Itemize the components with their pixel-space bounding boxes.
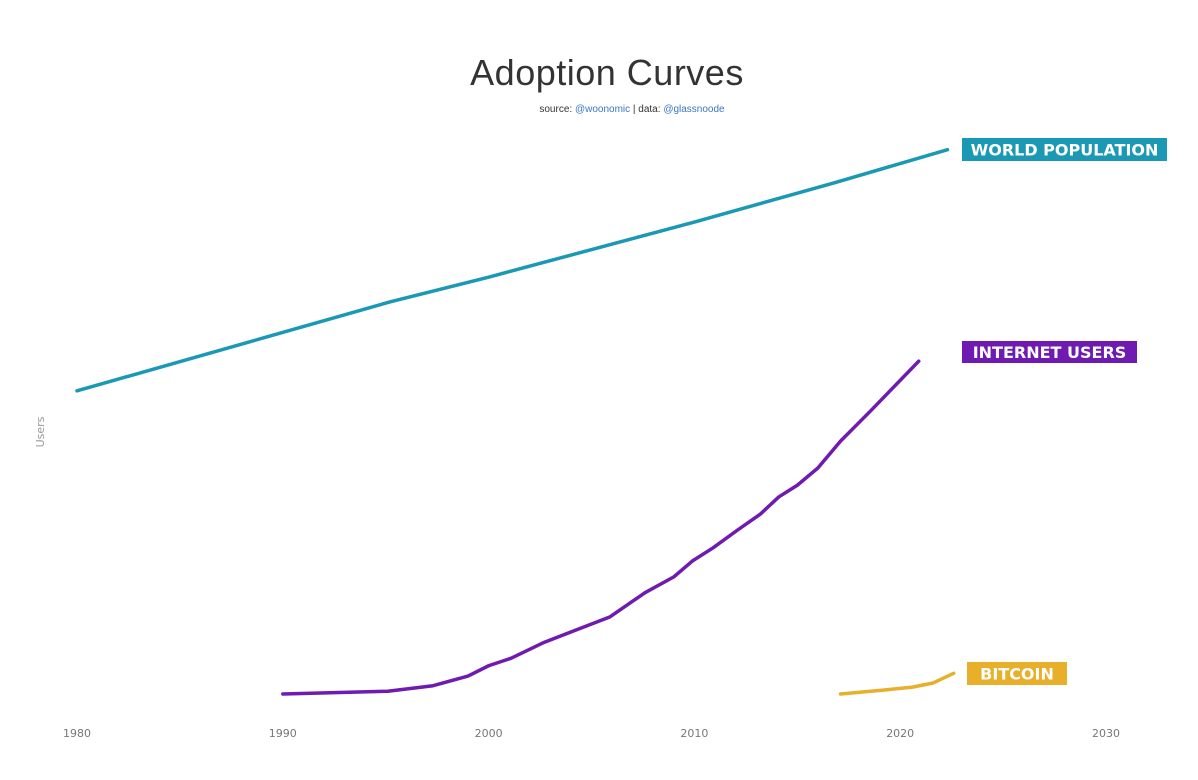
subtitle-separator: | data: [630,104,664,115]
data-link[interactable]: @glassnoode [663,104,725,115]
y-axis-label: Users [34,416,47,447]
source-link[interactable]: @woonomic [574,104,631,115]
series-label: BITCOIN [980,665,1054,684]
series-label: INTERNET USERS [973,343,1127,362]
x-tick-label: 1980 [63,727,91,740]
x-tick-label: 1990 [269,727,297,740]
subtitle-prefix: source: [539,104,575,115]
chart-title: Adoption Curves [470,52,744,93]
series-label: WORLD POPULATION [971,141,1159,160]
series-line-world-population [75,147,950,393]
x-tick-label: 2030 [1092,727,1120,740]
x-tick-label: 2000 [475,727,503,740]
series-line-internet-users [281,359,921,696]
chart-subtitle: source: @woonomic | data: @glassnoode [0,104,1198,115]
series-label-box [962,138,1167,161]
series-labels: WORLD POPULATION INTERNET USERS BITCOIN [962,138,1167,685]
x-axis: 1980 1990 2000 2010 2020 2030 [63,727,1120,740]
series-line-bitcoin [838,671,956,696]
series-lines [75,147,956,696]
x-tick-label: 2010 [680,727,708,740]
series-label-box [962,341,1137,363]
x-tick-label: 2020 [886,727,914,740]
series-label-box [967,662,1067,685]
